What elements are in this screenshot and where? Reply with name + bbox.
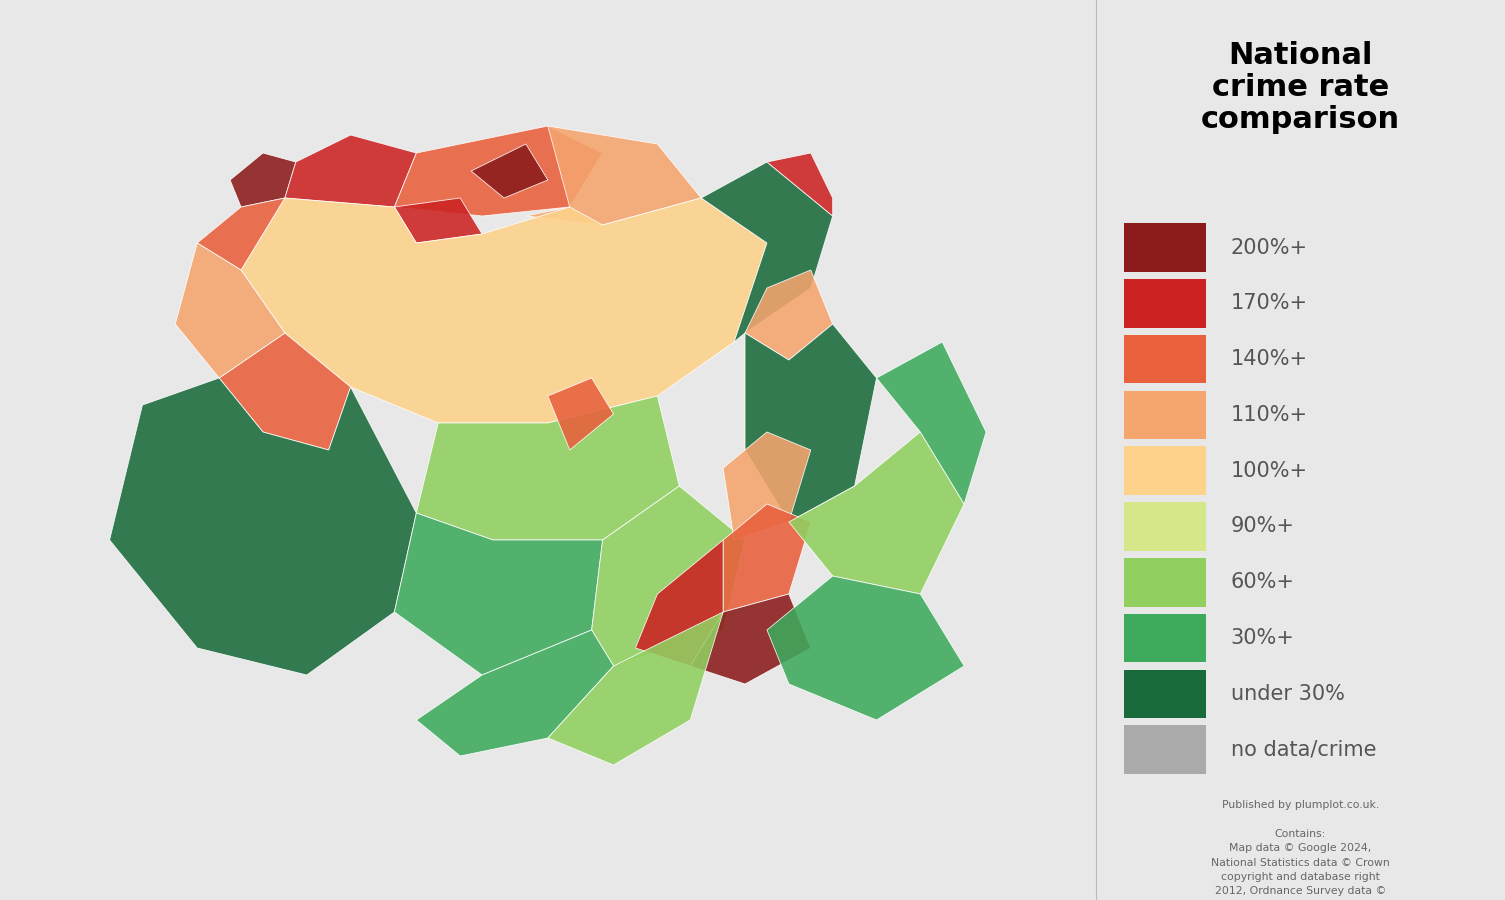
Text: National
crime rate
comparison: National crime rate comparison xyxy=(1201,40,1400,134)
Bar xyxy=(1124,502,1206,551)
Bar xyxy=(1124,391,1206,439)
Bar xyxy=(1124,558,1206,607)
Polygon shape xyxy=(394,126,602,216)
Bar xyxy=(1124,335,1206,383)
Text: Published by plumplot.co.uk.

Contains:
Map data © Google 2024,
National Statist: Published by plumplot.co.uk. Contains: M… xyxy=(1206,800,1395,900)
Polygon shape xyxy=(635,540,722,666)
Polygon shape xyxy=(876,342,986,504)
Text: 90%+: 90%+ xyxy=(1231,517,1294,536)
Polygon shape xyxy=(471,144,548,198)
Bar xyxy=(1124,279,1206,328)
Text: 30%+: 30%+ xyxy=(1231,628,1294,648)
Text: 60%+: 60%+ xyxy=(1231,572,1294,592)
Polygon shape xyxy=(220,333,351,450)
Polygon shape xyxy=(394,198,482,243)
Text: 100%+: 100%+ xyxy=(1231,461,1308,481)
Bar xyxy=(1124,614,1206,662)
Polygon shape xyxy=(745,324,876,522)
Polygon shape xyxy=(691,594,811,684)
Polygon shape xyxy=(110,378,417,675)
Bar xyxy=(1124,725,1206,774)
Bar xyxy=(1124,670,1206,718)
Polygon shape xyxy=(417,630,614,756)
Text: no data/crime: no data/crime xyxy=(1231,740,1376,760)
Polygon shape xyxy=(525,126,701,225)
Polygon shape xyxy=(175,243,284,378)
Polygon shape xyxy=(197,198,284,270)
Polygon shape xyxy=(722,504,811,612)
Polygon shape xyxy=(417,396,679,540)
Polygon shape xyxy=(701,162,832,342)
Polygon shape xyxy=(768,576,965,720)
Polygon shape xyxy=(284,135,417,207)
Polygon shape xyxy=(548,378,614,450)
Text: 170%+: 170%+ xyxy=(1231,293,1308,313)
Polygon shape xyxy=(230,153,296,207)
Polygon shape xyxy=(722,432,811,540)
Text: 140%+: 140%+ xyxy=(1231,349,1308,369)
Text: 110%+: 110%+ xyxy=(1231,405,1308,425)
Polygon shape xyxy=(768,153,832,216)
Text: under 30%: under 30% xyxy=(1231,684,1344,704)
Polygon shape xyxy=(548,612,722,765)
Text: 200%+: 200%+ xyxy=(1231,238,1308,257)
Polygon shape xyxy=(789,432,965,594)
Polygon shape xyxy=(745,270,832,360)
Polygon shape xyxy=(394,513,602,675)
Polygon shape xyxy=(591,486,745,666)
Bar xyxy=(1124,446,1206,495)
Polygon shape xyxy=(241,198,768,423)
Bar xyxy=(1124,223,1206,272)
